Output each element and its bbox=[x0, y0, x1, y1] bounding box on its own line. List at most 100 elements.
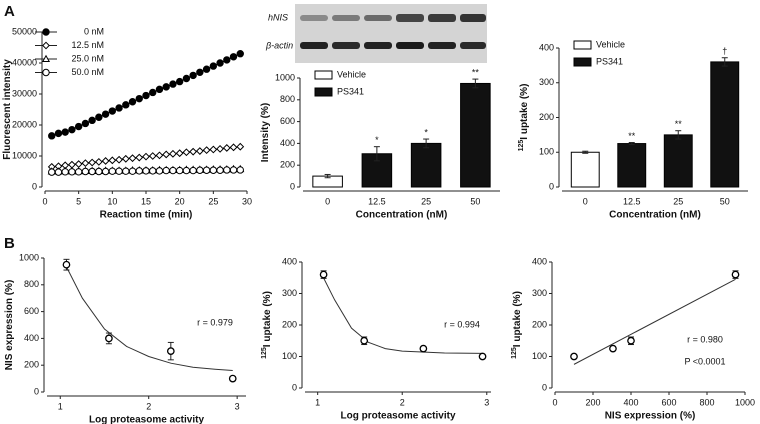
y-tick-label: 20000 bbox=[12, 119, 37, 129]
marker bbox=[216, 166, 224, 174]
y-axis-label-text: I uptake (%) bbox=[512, 291, 523, 347]
marker bbox=[142, 152, 150, 161]
marker bbox=[169, 166, 177, 175]
marker bbox=[54, 129, 63, 138]
y-axis-label-text: I uptake (%) bbox=[262, 291, 273, 347]
x-tick-label: 1 bbox=[58, 401, 63, 411]
x-axis-label: Log proteasome activity bbox=[340, 411, 455, 422]
y-axis-label: Intensity (%) bbox=[260, 103, 271, 162]
bar bbox=[710, 61, 740, 188]
y-tick-label: 800 bbox=[24, 279, 39, 289]
legend-label: 25.0 nM bbox=[71, 53, 104, 63]
marker bbox=[216, 59, 224, 67]
marker bbox=[122, 101, 130, 109]
y-axis-label-prefix: 125 bbox=[511, 347, 518, 359]
panel-label: B bbox=[4, 235, 15, 252]
legend-label: 50.0 nM bbox=[71, 67, 104, 77]
band bbox=[428, 14, 456, 22]
x-tick-label: 1000 bbox=[735, 397, 755, 407]
marker bbox=[142, 91, 150, 100]
marker bbox=[74, 122, 83, 131]
legend-label: Vehicle bbox=[596, 39, 625, 49]
data-point bbox=[166, 347, 175, 355]
marker bbox=[68, 160, 76, 169]
annotation: P <0.0001 bbox=[684, 356, 725, 366]
marker bbox=[189, 147, 198, 156]
annotation: r = 0.980 bbox=[687, 334, 723, 344]
marker bbox=[222, 144, 231, 152]
marker bbox=[196, 166, 204, 174]
marker bbox=[81, 159, 90, 168]
y-tick-label: 300 bbox=[532, 288, 547, 298]
significance-mark: ** bbox=[472, 67, 480, 77]
bar bbox=[663, 134, 693, 188]
band bbox=[300, 42, 328, 49]
marker bbox=[95, 113, 103, 121]
legend-label: 12.5 nM bbox=[71, 40, 104, 50]
annotation: r = 0.979 bbox=[197, 317, 233, 327]
y-tick-label: 400 bbox=[282, 256, 297, 266]
x-tick-label: 2 bbox=[146, 401, 151, 411]
fit-line bbox=[573, 278, 736, 365]
x-tick-label: 50 bbox=[720, 196, 730, 206]
bar bbox=[570, 151, 600, 188]
blot-background bbox=[295, 4, 487, 63]
x-axis-label: NIS expression (%) bbox=[605, 411, 696, 422]
marker bbox=[88, 158, 97, 167]
bar bbox=[617, 143, 647, 188]
significance-mark: ** bbox=[628, 131, 636, 141]
y-tick-label: 200 bbox=[24, 360, 39, 370]
marker bbox=[142, 167, 150, 175]
blot-label: β-actin bbox=[265, 40, 293, 50]
marker bbox=[48, 168, 56, 176]
marker bbox=[202, 166, 211, 174]
bar bbox=[410, 142, 442, 188]
x-tick-label: 800 bbox=[699, 397, 714, 407]
marker bbox=[81, 167, 90, 176]
marker bbox=[223, 166, 231, 174]
y-axis-label: 125I uptake (%) bbox=[261, 291, 273, 359]
x-tick-label: 12.5 bbox=[368, 196, 386, 206]
marker bbox=[175, 77, 184, 86]
marker bbox=[149, 88, 157, 97]
y-tick-label: 200 bbox=[282, 319, 297, 329]
y-tick-label: 200 bbox=[532, 319, 547, 329]
legend-marker bbox=[41, 54, 51, 63]
y-tick-label: 0 bbox=[32, 181, 37, 191]
marker bbox=[155, 151, 164, 160]
x-tick-label: 5 bbox=[76, 196, 81, 206]
marker bbox=[148, 152, 157, 160]
marker bbox=[68, 125, 76, 134]
y-tick-label: 100 bbox=[532, 351, 547, 361]
x-tick-label: 0 bbox=[325, 196, 330, 206]
marker bbox=[94, 157, 103, 166]
y-tick-label: 1000 bbox=[275, 72, 295, 82]
y-axis-label-prefix: 125 bbox=[518, 140, 525, 152]
band bbox=[396, 42, 424, 49]
y-tick-label: 100 bbox=[282, 351, 297, 361]
marker bbox=[162, 150, 171, 159]
band bbox=[364, 15, 392, 21]
marker bbox=[115, 155, 123, 164]
marker bbox=[122, 167, 130, 175]
data-point bbox=[731, 270, 740, 279]
y-tick-label: 400 bbox=[532, 256, 547, 266]
x-axis-label: Concentration (nM) bbox=[356, 210, 448, 221]
marker bbox=[48, 132, 56, 140]
legend-swatch bbox=[573, 57, 592, 67]
marker bbox=[182, 148, 191, 157]
marker bbox=[236, 166, 244, 174]
marker bbox=[61, 128, 69, 136]
marker bbox=[81, 119, 90, 128]
data-point bbox=[570, 352, 578, 361]
x-axis-label: Log proteasome activity bbox=[89, 415, 204, 424]
y-tick-label: 200 bbox=[280, 160, 295, 170]
y-tick-label: 400 bbox=[539, 42, 554, 52]
fit-line bbox=[321, 274, 483, 354]
marker bbox=[108, 156, 117, 165]
x-tick-label: 0 bbox=[552, 397, 557, 407]
band bbox=[364, 42, 392, 49]
marker bbox=[68, 168, 76, 176]
marker bbox=[216, 144, 224, 153]
